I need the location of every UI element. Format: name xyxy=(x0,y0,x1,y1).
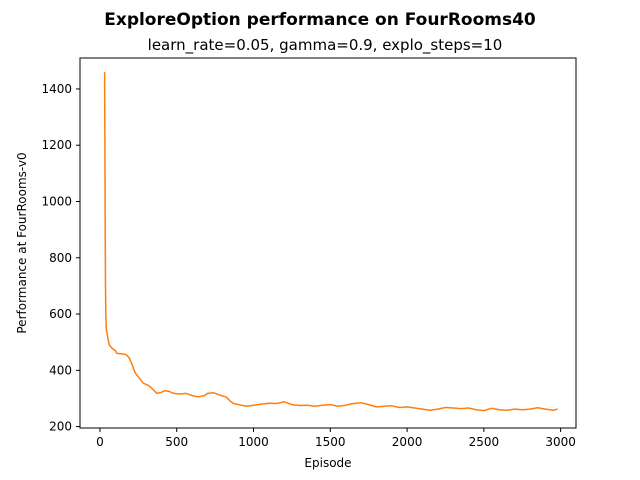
x-tick-label: 2500 xyxy=(469,435,500,449)
y-axis: 200 400 600 800 1000 1200 1400 xyxy=(41,82,80,434)
y-tick-label: 200 xyxy=(49,420,72,434)
x-tick-label: 2000 xyxy=(392,435,423,449)
series-layer xyxy=(103,72,558,412)
chart-subtitle: learn_rate=0.05, gamma=0.9, explo_steps=… xyxy=(148,36,503,55)
plot-area: 0 500 1000 1500 2000 2500 3000 200 400 600 800 100… xyxy=(41,57,577,449)
series-line-0 xyxy=(103,72,558,412)
y-tick-label: 1400 xyxy=(41,82,72,96)
x-axis: 0 500 1000 1500 2000 2500 3000 xyxy=(96,428,576,449)
plot-frame xyxy=(79,57,577,429)
x-axis-label: Episode xyxy=(304,456,351,470)
y-tick-label: 400 xyxy=(49,363,72,377)
y-tick-label: 600 xyxy=(49,307,72,321)
y-axis-label: Performance at FourRooms-v0 xyxy=(15,152,29,333)
x-tick-label: 1000 xyxy=(238,435,269,449)
x-tick-label: 3000 xyxy=(545,435,576,449)
chart-title: ExploreOption performance on FourRooms40 xyxy=(104,10,536,30)
x-tick-label: 500 xyxy=(165,435,188,449)
x-tick-label: 1500 xyxy=(315,435,346,449)
x-tick-label: 0 xyxy=(96,435,104,449)
y-tick-label: 1000 xyxy=(41,194,72,208)
y-tick-label: 800 xyxy=(49,251,72,265)
y-tick-label: 1200 xyxy=(41,138,72,152)
